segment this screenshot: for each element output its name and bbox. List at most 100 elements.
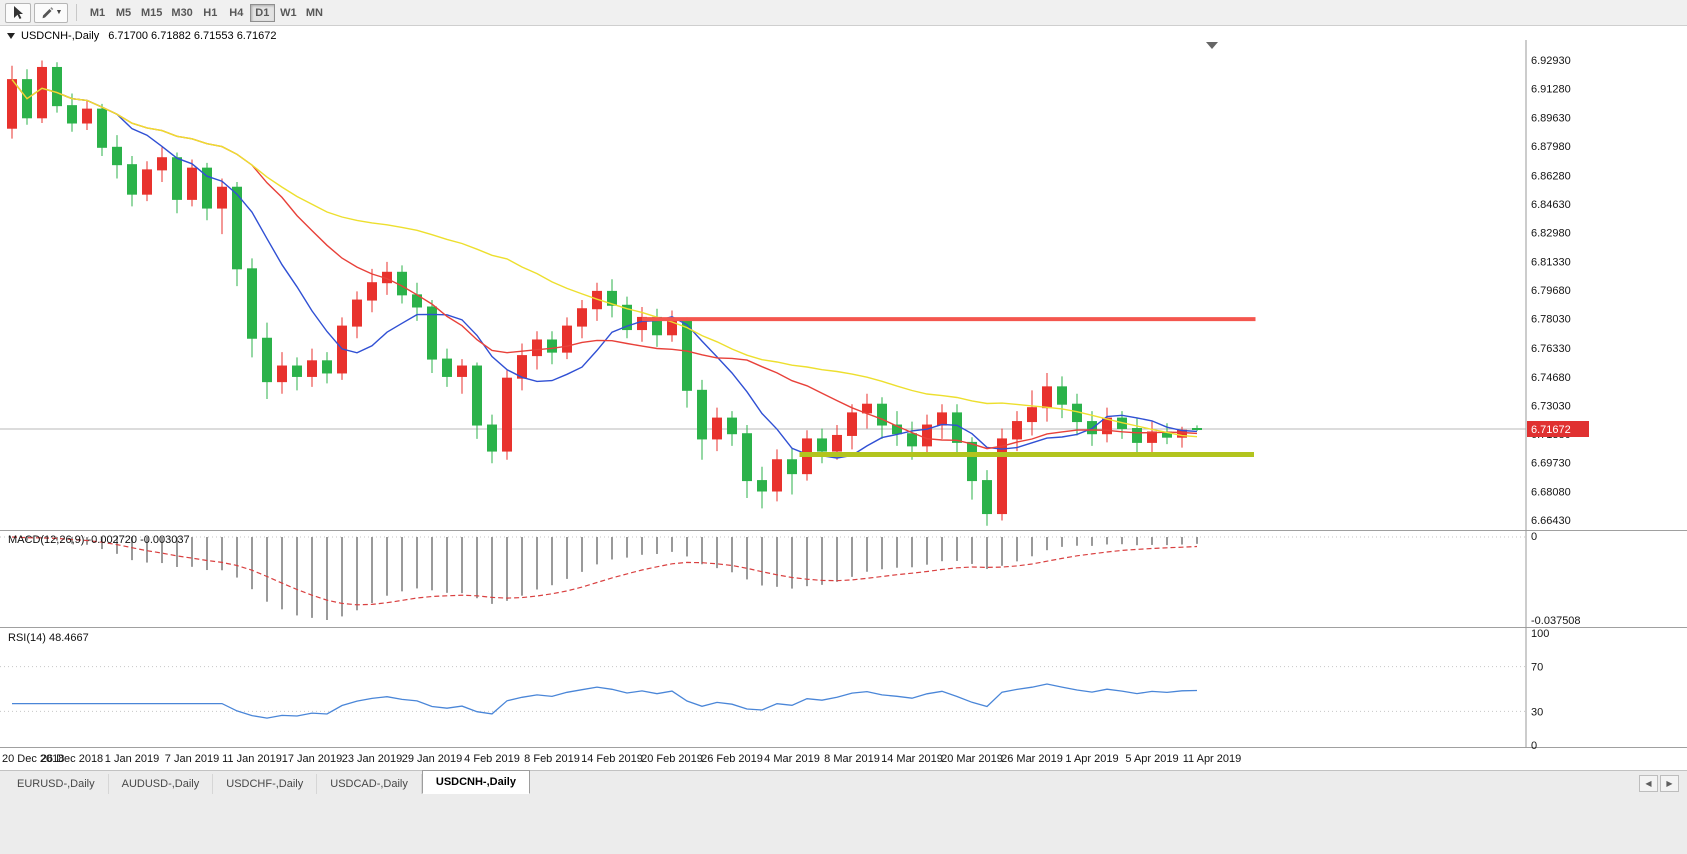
one-click-trading-arrow-icon[interactable] xyxy=(7,33,15,39)
date-axis-label: 20 Dec 2018 xyxy=(2,753,64,765)
ma-medium-line xyxy=(11,79,1198,450)
chart-tab-eurusd-daily[interactable]: EURUSD-,Daily xyxy=(4,774,109,794)
timeframe-m30-button[interactable]: M30 xyxy=(167,4,196,22)
price-axis-label: 6.66430 xyxy=(1531,515,1571,527)
candle-body xyxy=(202,167,212,209)
date-axis-label: 20 Feb 2019 xyxy=(641,753,703,765)
candle xyxy=(1012,411,1022,452)
candle xyxy=(442,348,452,387)
draw-tool-button[interactable]: ▼ xyxy=(34,2,68,23)
candle-body xyxy=(862,403,872,414)
candle xyxy=(877,397,887,439)
candle-body xyxy=(922,424,932,447)
candle-body xyxy=(262,337,272,383)
rsi-axis-label: 30 xyxy=(1531,706,1543,718)
candle-body xyxy=(712,417,722,440)
date-axis-label: 26 Dec 2018 xyxy=(41,753,103,765)
candle-body xyxy=(997,438,1007,515)
candle-body xyxy=(607,290,617,306)
date-axis-label: 11 Apr 2019 xyxy=(1183,753,1242,765)
candle-body xyxy=(517,355,527,379)
price-axis-label: 6.68080 xyxy=(1531,486,1571,498)
candle-body xyxy=(427,306,437,360)
candle xyxy=(277,352,287,394)
candle-body xyxy=(502,377,512,452)
candle xyxy=(772,449,782,502)
candle-body xyxy=(97,108,107,148)
price-chart[interactable]: 6.92930 6.91280 6.89630 6.87980 6.86280 6.846… xyxy=(0,26,1687,770)
candle xyxy=(217,178,227,235)
ma-slow-line xyxy=(11,79,1198,438)
candle xyxy=(457,359,467,394)
candle xyxy=(187,159,197,207)
candle xyxy=(652,308,662,347)
date-axis-label: 20 Mar 2019 xyxy=(941,753,1003,765)
toolbar-separator xyxy=(76,4,77,21)
tab-scroll-left-button[interactable]: ◀ xyxy=(1639,775,1658,792)
timeframe-m5-button[interactable]: M5 xyxy=(111,4,136,22)
timeframe-h1-button[interactable]: H1 xyxy=(198,4,223,22)
candle xyxy=(247,258,257,358)
date-axis-label: 4 Feb 2019 xyxy=(464,753,520,765)
candle xyxy=(97,103,107,156)
timeframe-m1-button[interactable]: M1 xyxy=(85,4,110,22)
candle-body xyxy=(52,66,62,107)
chart-tab-usdcnh-daily[interactable]: USDCNH-,Daily xyxy=(421,770,530,794)
candle-body xyxy=(307,360,317,377)
chart-tab-usdchf-daily[interactable]: USDCHF-,Daily xyxy=(213,774,318,794)
candle-body xyxy=(142,169,152,195)
timeframe-w1-button[interactable]: W1 xyxy=(276,4,301,22)
candle xyxy=(1057,376,1067,419)
status-area xyxy=(0,794,1687,854)
price-axis-label: 6.87980 xyxy=(1531,141,1571,153)
candle-body xyxy=(472,365,482,426)
timeframe-mn-button[interactable]: MN xyxy=(302,4,327,22)
candle-body xyxy=(937,412,947,426)
timeframe-d1-button[interactable]: D1 xyxy=(249,3,275,22)
pointer-icon xyxy=(14,6,23,19)
candle xyxy=(787,447,797,495)
candle-body xyxy=(487,424,497,452)
candle-body xyxy=(847,412,857,436)
chart-window: USDCNH-,Daily 6.71700 6.71882 6.71553 6.… xyxy=(0,26,1687,770)
candle xyxy=(1192,425,1202,432)
tab-scroll-right-button[interactable]: ▶ xyxy=(1660,775,1679,792)
candle xyxy=(1027,390,1037,436)
chart-shift-marker-icon[interactable] xyxy=(1206,42,1218,49)
rsi-axis-label: 100 xyxy=(1531,628,1549,640)
candle-body xyxy=(277,365,287,383)
price-axis-label: 6.81330 xyxy=(1531,256,1571,268)
candle-body xyxy=(37,66,47,119)
candle-body xyxy=(697,389,707,440)
candle xyxy=(37,60,47,124)
candle-body xyxy=(67,105,77,124)
timeframe-h4-button[interactable]: H4 xyxy=(224,4,249,22)
pointer-tool-button[interactable] xyxy=(5,2,31,23)
rsi-line xyxy=(12,683,1198,719)
candle xyxy=(847,404,857,450)
chart-tab-usdcad-daily[interactable]: USDCAD-,Daily xyxy=(317,774,422,794)
candle-body xyxy=(622,304,632,331)
rsi-indicator-label: RSI(14) 48.4667 xyxy=(8,632,89,644)
candle xyxy=(262,322,272,400)
macd-axis-label: -0.037508 xyxy=(1531,615,1581,627)
date-axis-label: 1 Apr 2019 xyxy=(1065,753,1118,765)
candle-body xyxy=(547,339,557,353)
rsi-axis-label: 0 xyxy=(1531,740,1537,752)
ma-fast-line xyxy=(11,79,1198,459)
candle xyxy=(1042,372,1052,422)
candle-body xyxy=(1192,428,1202,431)
candle-body xyxy=(457,365,467,377)
current-price-badge xyxy=(1527,420,1589,437)
candle xyxy=(922,414,932,453)
candle xyxy=(127,155,137,207)
candle xyxy=(1132,418,1142,457)
chart-tab-audusd-daily[interactable]: AUDUSD-,Daily xyxy=(109,774,214,794)
candle-body xyxy=(772,459,782,492)
candle xyxy=(292,357,302,391)
date-axis-label: 8 Feb 2019 xyxy=(524,753,580,765)
candle xyxy=(7,65,17,139)
candle-body xyxy=(232,186,242,270)
candle-body xyxy=(1132,428,1142,443)
timeframe-m15-button[interactable]: M15 xyxy=(137,4,166,22)
